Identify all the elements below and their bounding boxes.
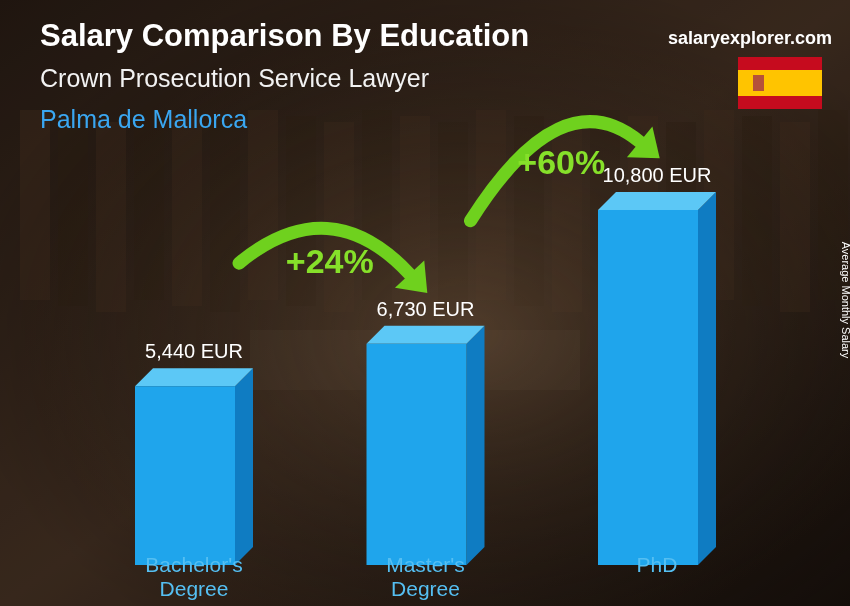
bar <box>135 386 235 565</box>
category-line: PhD <box>637 553 678 576</box>
category-line: Master's <box>386 553 465 576</box>
arrow-head <box>627 126 660 158</box>
data-label: 5,440 EUR <box>145 340 243 362</box>
data-label: 10,800 EUR <box>603 164 712 186</box>
annotation-arrow <box>471 122 660 221</box>
subtitle: Crown Prosecution Service Lawyer <box>40 64 429 92</box>
category-label: Master'sDegree <box>386 553 465 600</box>
background-glow <box>0 0 850 606</box>
bar-side <box>235 368 253 565</box>
flag-red <box>738 57 822 109</box>
bar-side <box>698 192 716 565</box>
annotation: +24% <box>286 242 374 280</box>
annotation: +60% <box>517 143 605 181</box>
category-line: Degree <box>160 577 229 600</box>
category-line: Bachelor's <box>145 553 242 576</box>
bar-top <box>367 326 485 344</box>
flag-yellow <box>738 70 822 96</box>
source: salaryexplorer.com <box>668 28 832 48</box>
y-label: Average Monthly Salary <box>840 242 850 359</box>
flag <box>738 57 822 109</box>
bar-side <box>467 326 485 565</box>
category-line: Degree <box>391 577 460 600</box>
location: Palma de Mallorca <box>40 105 247 133</box>
bar-top <box>598 192 716 210</box>
background <box>0 0 850 606</box>
flag-emblem <box>753 75 764 91</box>
background-shade <box>0 0 850 606</box>
arrow-head <box>395 260 427 293</box>
bar <box>367 344 467 565</box>
bars <box>135 192 716 565</box>
category-label: Bachelor'sDegree <box>145 553 242 600</box>
bar <box>598 210 698 565</box>
data-label: 6,730 EUR <box>377 298 475 320</box>
category-label: PhD <box>637 553 678 576</box>
bar-top <box>135 368 253 386</box>
arrow-body <box>471 122 640 221</box>
title: Salary Comparison By Education <box>40 18 529 53</box>
chart: Salary Comparison By Education Crown Pros… <box>0 0 850 606</box>
annotation-arrow <box>239 228 427 293</box>
